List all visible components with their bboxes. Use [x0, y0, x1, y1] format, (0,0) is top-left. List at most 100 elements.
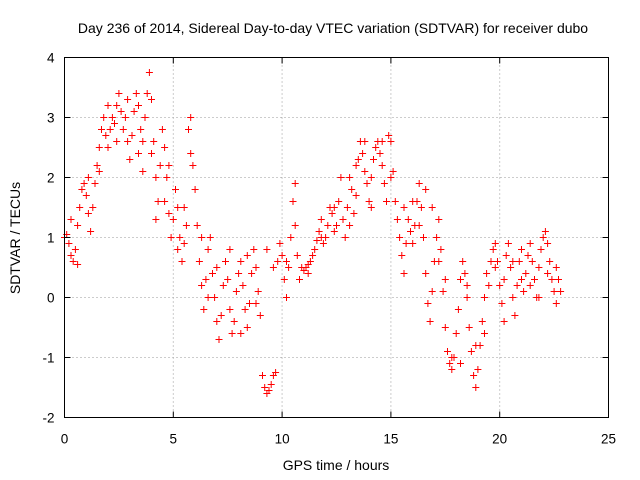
data-point — [76, 204, 84, 211]
data-point — [165, 162, 173, 169]
data-point — [380, 180, 388, 187]
data-point — [319, 240, 327, 247]
data-point — [141, 114, 149, 121]
data-point — [387, 174, 395, 181]
data-point — [346, 174, 354, 181]
data-points — [61, 69, 565, 397]
data-point — [209, 270, 216, 277]
data-point — [296, 276, 303, 283]
data-point — [269, 264, 277, 271]
data-point — [65, 240, 73, 247]
data-point — [526, 240, 534, 247]
data-point — [391, 198, 399, 205]
data-point — [407, 228, 414, 235]
data-point — [102, 132, 110, 139]
data-point — [206, 234, 214, 241]
x-tick-label: 5 — [170, 432, 178, 447]
data-point — [483, 270, 491, 277]
data-point — [537, 246, 545, 253]
data-point — [230, 318, 238, 325]
data-point — [161, 198, 169, 205]
data-point — [204, 246, 212, 253]
data-point — [104, 102, 112, 109]
data-point — [435, 216, 443, 223]
data-point — [461, 270, 469, 277]
data-point — [348, 186, 356, 193]
data-point — [500, 276, 508, 283]
data-point — [237, 258, 245, 265]
data-point — [124, 96, 132, 103]
data-point — [148, 96, 155, 103]
data-point — [222, 258, 229, 265]
data-point — [330, 228, 338, 235]
data-point — [165, 210, 173, 217]
data-point — [69, 258, 77, 265]
data-point — [172, 186, 179, 193]
data-point — [193, 222, 201, 229]
data-point — [252, 300, 260, 307]
x-axis-label: GPS time / hours — [283, 457, 390, 473]
data-point — [169, 216, 177, 223]
data-point — [531, 276, 538, 283]
data-point — [237, 330, 245, 337]
data-point — [378, 138, 386, 145]
data-point — [100, 114, 108, 121]
data-point — [555, 276, 562, 283]
data-point — [158, 126, 166, 133]
data-point — [182, 222, 190, 229]
data-point — [211, 294, 219, 301]
data-point — [550, 288, 558, 295]
data-point — [274, 258, 282, 265]
data-point — [130, 108, 138, 115]
data-point — [372, 144, 380, 151]
data-point — [352, 162, 360, 169]
data-point — [272, 369, 280, 376]
y-tick-label: -1 — [42, 351, 54, 366]
x-tick-label: 15 — [383, 432, 398, 447]
data-point — [491, 240, 499, 247]
data-point — [383, 198, 390, 205]
data-point — [232, 288, 240, 295]
data-point — [441, 276, 449, 283]
data-point — [400, 204, 408, 211]
data-point — [128, 132, 136, 139]
data-point — [376, 150, 384, 157]
x-tick-label: 0 — [61, 432, 69, 447]
data-point — [163, 174, 171, 181]
data-point — [448, 354, 456, 361]
data-point — [317, 234, 325, 241]
data-point — [526, 282, 534, 289]
data-point — [256, 312, 264, 319]
data-point — [552, 300, 560, 307]
data-point — [74, 261, 82, 268]
data-point — [494, 258, 501, 265]
x-tick-label: 25 — [601, 432, 616, 447]
data-point — [481, 294, 488, 301]
data-point — [113, 102, 121, 109]
data-point — [224, 276, 232, 283]
data-point — [335, 198, 343, 205]
data-point — [457, 360, 464, 367]
data-point — [74, 222, 82, 229]
data-point — [121, 114, 129, 121]
data-point — [228, 330, 236, 337]
data-point — [117, 108, 125, 115]
y-tick-label: 3 — [47, 111, 55, 126]
data-point — [330, 204, 338, 211]
data-point — [415, 180, 423, 187]
data-point — [250, 246, 258, 253]
data-point — [248, 270, 256, 277]
data-point — [489, 246, 497, 253]
data-point — [463, 282, 471, 289]
data-point — [487, 258, 495, 265]
y-tick-label: -2 — [42, 411, 54, 426]
data-point — [354, 156, 362, 163]
data-point — [409, 198, 417, 205]
data-point — [213, 318, 221, 325]
data-point — [422, 186, 430, 193]
data-point — [285, 264, 293, 271]
data-point — [446, 360, 454, 367]
data-point — [435, 258, 443, 265]
grid-lines — [64, 57, 609, 418]
data-point — [309, 252, 317, 259]
